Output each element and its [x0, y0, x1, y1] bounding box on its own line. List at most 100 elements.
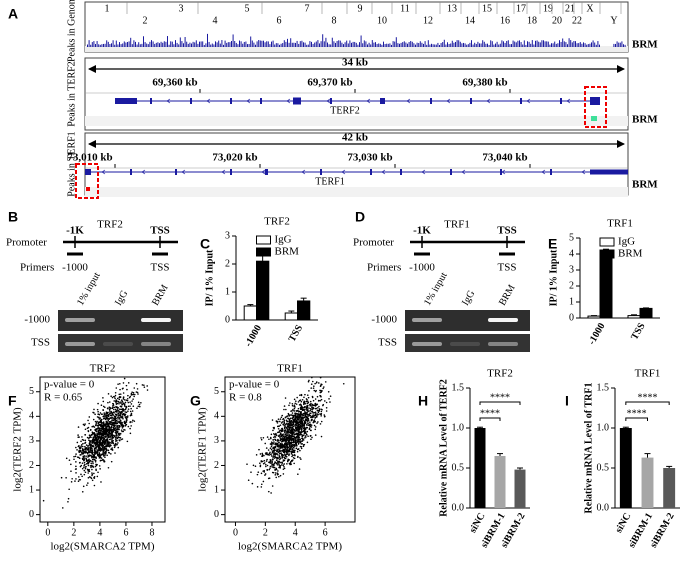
point-texture — [321, 411, 323, 413]
chromosome-label: 8 — [332, 15, 337, 26]
point-texture — [280, 418, 282, 420]
point-texture — [106, 430, 108, 432]
point-texture — [263, 460, 265, 462]
point-texture — [305, 416, 307, 418]
point-texture — [310, 430, 312, 432]
peak — [197, 44, 198, 47]
point-texture — [105, 436, 107, 438]
annotation: R = 0.65 — [44, 392, 83, 404]
point-texture — [276, 469, 278, 471]
point-texture — [310, 438, 312, 440]
peak — [591, 42, 592, 47]
point-texture — [103, 423, 105, 425]
point-texture — [43, 500, 45, 502]
peak — [93, 41, 94, 47]
point-texture — [85, 428, 87, 430]
point-texture — [281, 428, 283, 430]
point-texture — [97, 450, 99, 452]
peak — [231, 41, 232, 47]
peak — [482, 40, 483, 47]
point-texture — [85, 455, 87, 457]
y-tick-label: 1.0 — [597, 422, 610, 433]
peak — [308, 45, 309, 47]
peak — [557, 43, 558, 47]
point-texture — [288, 405, 290, 407]
point-texture — [78, 445, 80, 447]
point-texture — [97, 403, 99, 405]
point-texture — [275, 436, 277, 438]
point-texture — [267, 469, 269, 471]
peak — [569, 38, 570, 47]
peak — [260, 41, 261, 47]
point-texture — [275, 462, 277, 464]
peak — [329, 44, 330, 47]
y-tick-label: 0 — [29, 509, 34, 520]
exon — [550, 169, 552, 175]
peak — [583, 42, 584, 47]
point-texture — [297, 434, 299, 436]
peak — [274, 45, 275, 47]
point-texture — [130, 433, 132, 435]
point-texture — [92, 431, 94, 433]
point-texture — [260, 453, 262, 455]
point-texture — [319, 395, 321, 397]
point-texture — [303, 427, 305, 429]
point-texture — [104, 441, 106, 443]
point-texture — [80, 447, 82, 449]
point-texture — [287, 431, 289, 433]
exon — [130, 169, 132, 175]
point-texture — [90, 463, 92, 465]
peak — [353, 42, 354, 47]
point-texture — [306, 434, 308, 436]
peak — [425, 41, 426, 47]
point-texture — [124, 429, 126, 431]
chart-title: TRF1 — [277, 363, 303, 375]
point-texture — [123, 410, 125, 412]
peak — [356, 43, 357, 47]
point-texture — [94, 477, 96, 479]
point-texture — [99, 455, 101, 457]
point-texture — [105, 417, 107, 419]
peak — [404, 41, 405, 47]
point-texture — [94, 447, 96, 449]
point-texture — [93, 419, 95, 421]
point-texture — [271, 434, 273, 436]
point-texture — [82, 462, 84, 464]
point-texture — [127, 395, 129, 397]
point-texture — [303, 445, 305, 447]
point-texture — [107, 440, 109, 442]
peak — [553, 43, 554, 47]
point-texture — [311, 407, 313, 409]
point-texture — [293, 426, 295, 428]
point-texture — [120, 402, 122, 404]
point-texture — [271, 449, 273, 451]
point-texture — [68, 498, 70, 500]
point-texture — [118, 403, 120, 405]
track-name: BRM — [632, 39, 658, 51]
point-texture — [105, 420, 107, 422]
point-texture — [109, 442, 111, 444]
point-texture — [95, 461, 97, 463]
point-texture — [127, 402, 129, 404]
point-texture — [131, 413, 133, 415]
peak — [543, 40, 544, 47]
peak — [228, 42, 229, 47]
point-texture — [62, 507, 64, 509]
point-texture — [120, 396, 122, 398]
point-texture — [117, 410, 119, 412]
point-texture — [280, 450, 282, 452]
y-axis-label: log2(TERF1 TPM) — [197, 407, 209, 492]
point-texture — [304, 435, 306, 437]
x-tick-label: 4 — [97, 527, 102, 538]
exon — [380, 98, 385, 104]
point-texture — [315, 408, 317, 410]
point-texture — [93, 409, 95, 411]
point-texture — [291, 410, 293, 412]
y-tick-label: 1 — [214, 484, 219, 495]
peak — [300, 41, 301, 47]
point-texture — [93, 456, 95, 458]
point-texture — [123, 392, 125, 394]
point-texture — [97, 411, 99, 413]
point-texture — [261, 473, 263, 475]
bar — [475, 428, 486, 508]
